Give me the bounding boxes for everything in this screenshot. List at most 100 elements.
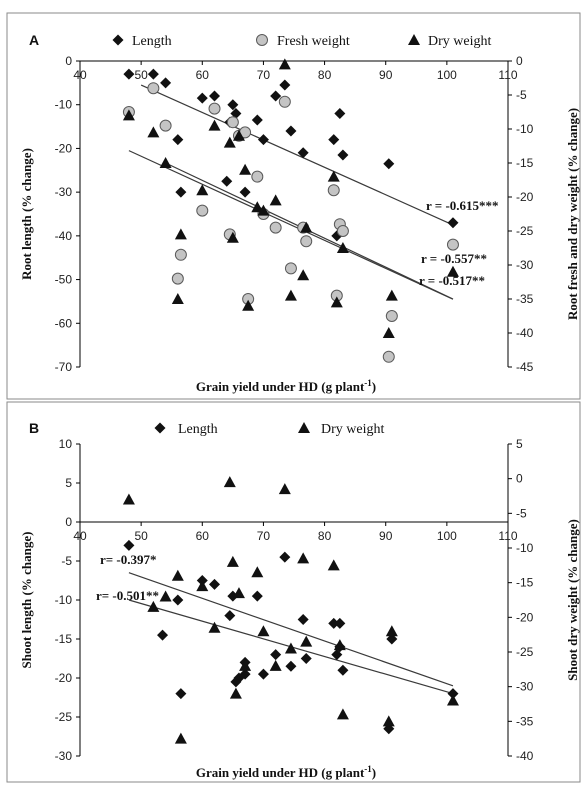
y-left-tick-label: -25: [55, 710, 73, 724]
data-point: [382, 327, 395, 338]
x-axis-label: Grain yield under HD (g plant-1): [196, 764, 376, 780]
y-right-tick-label: -35: [516, 714, 534, 728]
data-point: [172, 134, 184, 146]
data-point: [278, 58, 291, 70]
data-point: [196, 184, 209, 196]
data-point: [278, 95, 291, 108]
data-point: [383, 158, 395, 170]
data-point: [147, 82, 160, 95]
x-tick-label: 40: [73, 529, 87, 543]
legend-marker-diamond: [112, 34, 124, 46]
legend-label: Length: [178, 422, 218, 437]
legend-marker-triangle: [408, 34, 420, 45]
data-point: [172, 594, 184, 606]
y-left-tick-label: -5: [61, 554, 72, 568]
data-point: [242, 299, 255, 311]
data-point: [209, 90, 221, 102]
data-point: [239, 659, 252, 671]
y-left-tick-label: -40: [55, 229, 73, 243]
data-point: [239, 163, 252, 175]
data-point: [239, 186, 251, 198]
legend-marker-diamond: [154, 422, 166, 434]
data-point: [208, 119, 221, 131]
data-point: [224, 610, 236, 622]
y-right-tick-label: -5: [516, 88, 527, 102]
y-right-tick-label: -30: [516, 680, 534, 694]
panel-b: B40 50 60 70 80 90 100 1101050-5-10-15-20-25-30…: [6, 401, 581, 783]
data-point: [223, 136, 236, 148]
data-point: [208, 102, 221, 115]
data-point: [385, 289, 398, 301]
data-point: [221, 175, 233, 187]
y-right-tick-label: -40: [516, 326, 534, 340]
y-left-tick-label: -50: [55, 273, 73, 287]
data-point: [334, 107, 346, 119]
y-right-tick-label: -40: [516, 749, 534, 763]
data-point: [446, 265, 459, 277]
legend-label: Dry weight: [321, 422, 384, 437]
data-point: [209, 578, 221, 590]
correlation-label: r = -0.517**: [419, 273, 485, 288]
x-tick-label: 70: [257, 529, 271, 543]
data-point: [337, 664, 349, 676]
x-axis-label-main: Grain yield under HD (g plant: [196, 379, 365, 394]
data-point: [171, 272, 184, 285]
data-point: [257, 625, 270, 637]
legend-marker-circle: [256, 34, 268, 46]
panel-frame: [6, 401, 581, 783]
x-tick-label: 100: [437, 529, 457, 543]
y-right-tick-label: -20: [516, 190, 534, 204]
data-point: [123, 68, 135, 80]
x-axis-label-close: ): [372, 765, 376, 780]
trend-line: [128, 150, 454, 300]
data-point: [300, 653, 312, 664]
y-right-tick-label: -35: [516, 292, 534, 306]
data-point: [122, 493, 135, 505]
data-point: [257, 134, 269, 146]
data-point: [251, 566, 264, 578]
data-point: [446, 238, 459, 251]
series-dry-weight: [122, 58, 459, 338]
data-point: [279, 79, 291, 91]
y-left-tick-label: 5: [65, 476, 72, 490]
data-point: [251, 170, 264, 183]
data-point: [251, 590, 263, 602]
y-left-tick-label: -15: [55, 632, 73, 646]
correlation-label: r = -0.615***: [426, 198, 499, 213]
data-point: [171, 293, 184, 304]
data-point: [382, 350, 395, 363]
data-point: [285, 125, 297, 137]
x-tick-label: 110: [498, 529, 517, 543]
legend-label: Length: [132, 34, 172, 49]
data-point: [386, 633, 398, 645]
data-point: [270, 90, 282, 102]
data-point: [208, 621, 221, 633]
data-point: [251, 201, 264, 213]
x-axis-label-superscript: -1: [364, 764, 372, 774]
y-left-tick-label: 10: [59, 437, 73, 451]
data-point: [123, 539, 135, 551]
panel-a: A40 50 60 70 80 90 100 1100-10-20-30-40-50-60-7…: [6, 12, 581, 400]
data-point: [447, 217, 459, 229]
y-right-tick-label: -10: [516, 122, 534, 136]
data-point: [227, 99, 239, 111]
data-point: [232, 129, 245, 141]
data-point: [270, 649, 282, 661]
data-point: [333, 639, 346, 651]
data-point: [230, 107, 242, 119]
data-point: [251, 114, 263, 126]
data-point: [226, 231, 239, 243]
data-point: [327, 170, 340, 182]
data-point: [330, 296, 343, 308]
data-point: [175, 688, 187, 700]
data-point: [226, 555, 239, 567]
data-point: [328, 134, 340, 146]
y-right-tick-label: -25: [516, 224, 534, 238]
data-point: [284, 642, 297, 654]
x-tick-label: 110: [498, 68, 517, 82]
data-point: [447, 688, 459, 700]
data-point: [196, 580, 209, 592]
data-point: [239, 668, 251, 680]
data-point: [232, 587, 245, 599]
